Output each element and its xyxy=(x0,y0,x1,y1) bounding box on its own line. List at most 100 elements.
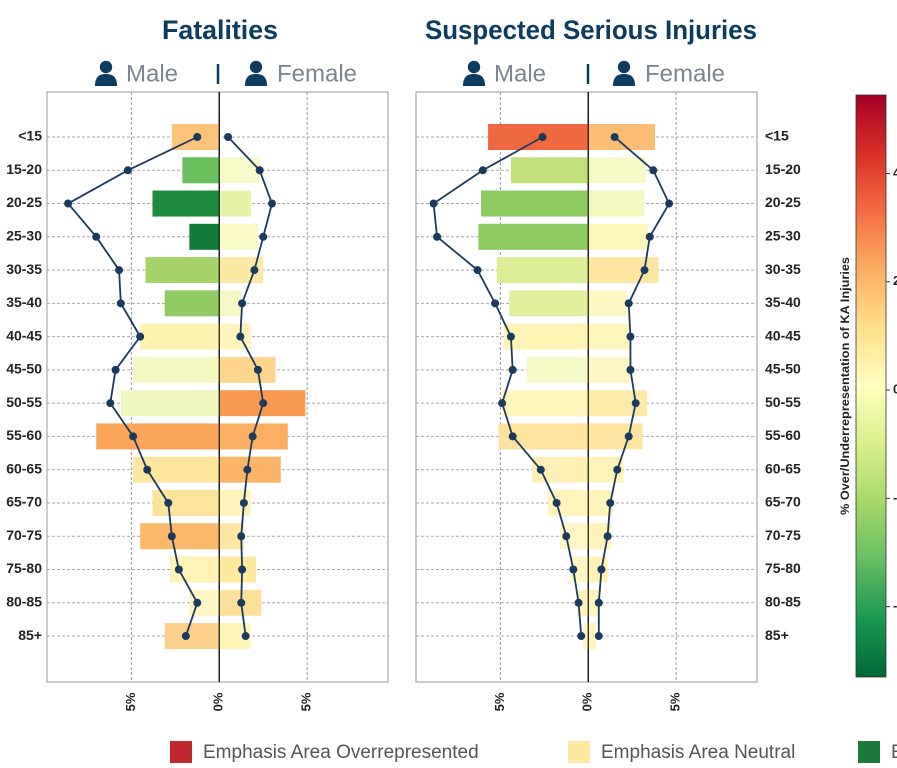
category-label: 40-45 xyxy=(6,327,42,343)
bar xyxy=(526,356,589,383)
share-point xyxy=(610,133,619,141)
bar xyxy=(502,390,589,417)
category-label: 55-60 xyxy=(765,427,801,443)
share-point xyxy=(237,532,246,541)
share-point xyxy=(433,232,442,241)
bar xyxy=(588,589,599,616)
share-point xyxy=(506,332,515,341)
share-point xyxy=(181,632,190,641)
sex-label: Male xyxy=(126,60,178,87)
bar xyxy=(588,157,647,184)
share-point xyxy=(562,532,571,541)
bar xyxy=(133,356,220,383)
bar xyxy=(164,290,220,317)
male-icon xyxy=(95,60,117,86)
x-tick-label: 0% xyxy=(580,692,595,711)
sex-label: Female xyxy=(277,60,357,87)
share-point xyxy=(538,133,547,141)
share-point xyxy=(478,166,487,175)
share-line xyxy=(432,136,583,637)
share-point xyxy=(243,465,252,474)
bar xyxy=(582,623,589,650)
category-label: 85+ xyxy=(18,627,42,643)
share-point xyxy=(508,365,517,374)
bar xyxy=(182,157,220,184)
category-label: <15 xyxy=(765,128,789,144)
colorbar-tick-label: -2 xyxy=(893,490,897,505)
bar xyxy=(478,223,589,250)
share-point xyxy=(167,532,176,541)
bar xyxy=(189,223,220,250)
category-label: 75-80 xyxy=(765,560,801,576)
x-tick-label: 5% xyxy=(668,692,683,711)
category-label: 25-30 xyxy=(6,228,42,244)
share-point xyxy=(597,565,606,574)
colorbar-tick-label: 2 xyxy=(893,273,897,288)
share-point xyxy=(645,232,654,241)
bar xyxy=(496,257,589,284)
bar xyxy=(588,356,631,383)
share-line xyxy=(597,136,671,637)
share-point xyxy=(193,598,202,607)
legend-label: Emphasis Area Overrepresented xyxy=(203,742,479,763)
sex-label: Male xyxy=(494,60,546,87)
share-point xyxy=(649,166,658,175)
share-point xyxy=(239,498,248,507)
panel-title: Suspected Serious Injuries xyxy=(425,15,757,45)
colorbar-tick-label: 0 xyxy=(893,381,897,396)
category-label: 75-80 xyxy=(6,560,42,576)
bar xyxy=(481,190,589,217)
bar xyxy=(152,190,220,217)
category-label: 50-55 xyxy=(765,394,801,410)
share-point xyxy=(143,465,152,474)
category-label: 55-60 xyxy=(6,427,42,443)
bar xyxy=(145,257,220,284)
share-point xyxy=(594,632,603,641)
bar xyxy=(588,190,645,217)
bar xyxy=(219,556,257,583)
share-point xyxy=(640,266,649,275)
bar xyxy=(588,124,656,150)
category-label: 15-20 xyxy=(6,161,42,177)
share-point xyxy=(536,465,545,474)
share-point xyxy=(613,465,622,474)
bar xyxy=(503,323,589,350)
category-label: 80-85 xyxy=(6,593,42,609)
share-point xyxy=(594,598,603,607)
share-point xyxy=(498,399,507,408)
bar xyxy=(219,290,242,317)
share-point xyxy=(603,532,612,541)
bar xyxy=(588,523,612,550)
category-label: 40-45 xyxy=(765,327,801,343)
x-tick-label: 5% xyxy=(492,692,507,711)
share-point xyxy=(193,133,202,141)
category-label: 30-35 xyxy=(6,261,42,277)
share-point xyxy=(253,365,262,374)
category-label: 15-20 xyxy=(765,161,801,177)
share-point xyxy=(241,632,250,641)
share-point xyxy=(574,598,583,607)
share-point xyxy=(64,199,73,208)
category-label: 35-40 xyxy=(765,294,801,310)
category-label: 45-50 xyxy=(765,361,801,377)
plot-frame xyxy=(46,91,389,683)
bar xyxy=(219,356,276,383)
bar xyxy=(588,623,597,650)
category-label: 30-35 xyxy=(765,261,801,277)
share-point xyxy=(236,332,245,341)
category-label: 50-55 xyxy=(6,394,42,410)
share-point xyxy=(665,199,674,208)
share-point xyxy=(624,432,633,441)
category-label: 45-50 xyxy=(6,361,42,377)
bar xyxy=(577,589,589,616)
category-label: 25-30 xyxy=(765,228,801,244)
share-point xyxy=(626,365,635,374)
category-label: 80-85 xyxy=(765,593,801,609)
bar xyxy=(588,423,643,450)
bar xyxy=(96,423,220,450)
legend-label: Emphasis Area Underrepresented xyxy=(891,742,897,763)
category-label: 70-75 xyxy=(765,527,801,543)
male-icon xyxy=(463,60,485,86)
share-point xyxy=(123,166,132,175)
bar xyxy=(120,390,220,417)
